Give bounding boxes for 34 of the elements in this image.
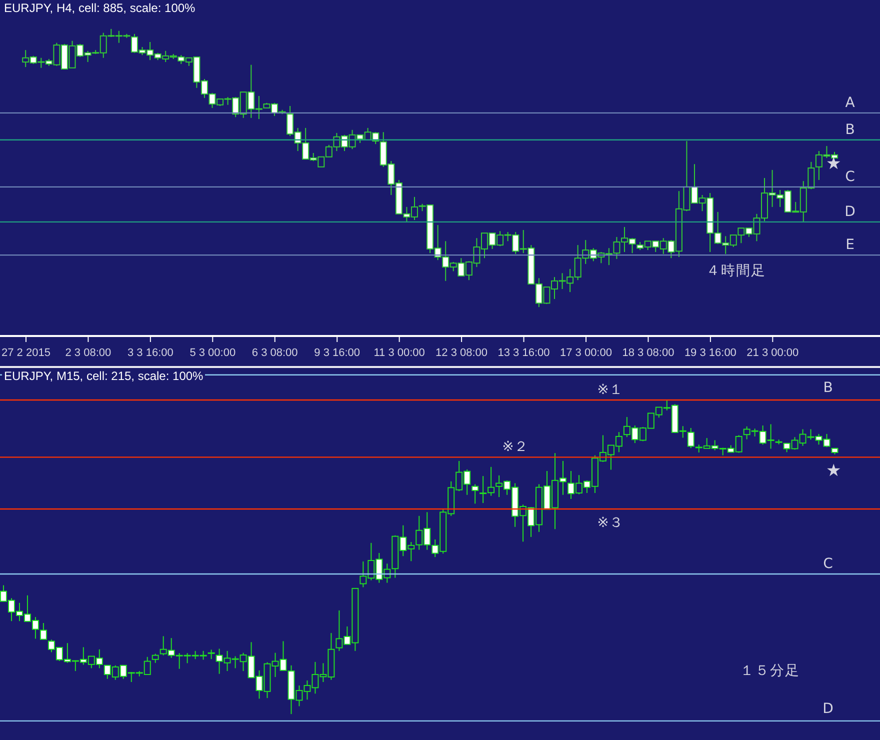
x-tick-label: 3 3 16:00 [127,347,174,359]
x-tick-label: 27 2 2015 [2,347,50,359]
ref-line-label: E [846,237,854,254]
x-tick-label: 18 3 08:00 [622,347,674,359]
ref-line-label: C [845,168,856,185]
ref-line-label: D [844,204,856,220]
ref-line-label: A [845,94,856,111]
chart-title: EURJPY, M15, cell: 215, scale: 100% [2,369,206,383]
annotation: ★ [826,154,842,174]
x-tick-label: 13 3 16:00 [498,347,550,359]
chart-title: EURJPY, H4, cell: 885, scale: 100% [2,1,198,15]
x-tick-label: 2 3 08:00 [65,347,112,359]
ref-line-label: ※２ [502,439,528,456]
candlestick [152,653,159,664]
x-tick-label: 17 3 00:00 [560,347,612,359]
x-tick-label: 9 3 16:00 [314,347,360,359]
candlestick [207,649,216,660]
candlestick [687,427,694,449]
ref-line-label: B [845,122,855,138]
x-tick-label: 21 3 00:00 [746,347,799,359]
x-tick-label: 11 3 00:00 [374,347,425,359]
ref-line-label: C [823,556,834,572]
x-tick-label: 19 3 16:00 [684,347,736,359]
annotation: ★ [826,461,842,481]
x-tick-label: 12 3 08:00 [436,347,488,359]
candlestick [472,484,479,504]
ref-line-label: D [822,700,834,717]
x-tick-label: 5 3 00:00 [190,347,236,359]
annotation: ４時間足 [706,262,766,280]
ref-line-label: ※３ [597,514,623,531]
ref-line-label: ※１ [597,382,623,398]
x-tick-label: 6 3 08:00 [252,347,298,359]
ref-line-label: B [823,380,833,396]
annotation: １５分足 [740,662,800,680]
